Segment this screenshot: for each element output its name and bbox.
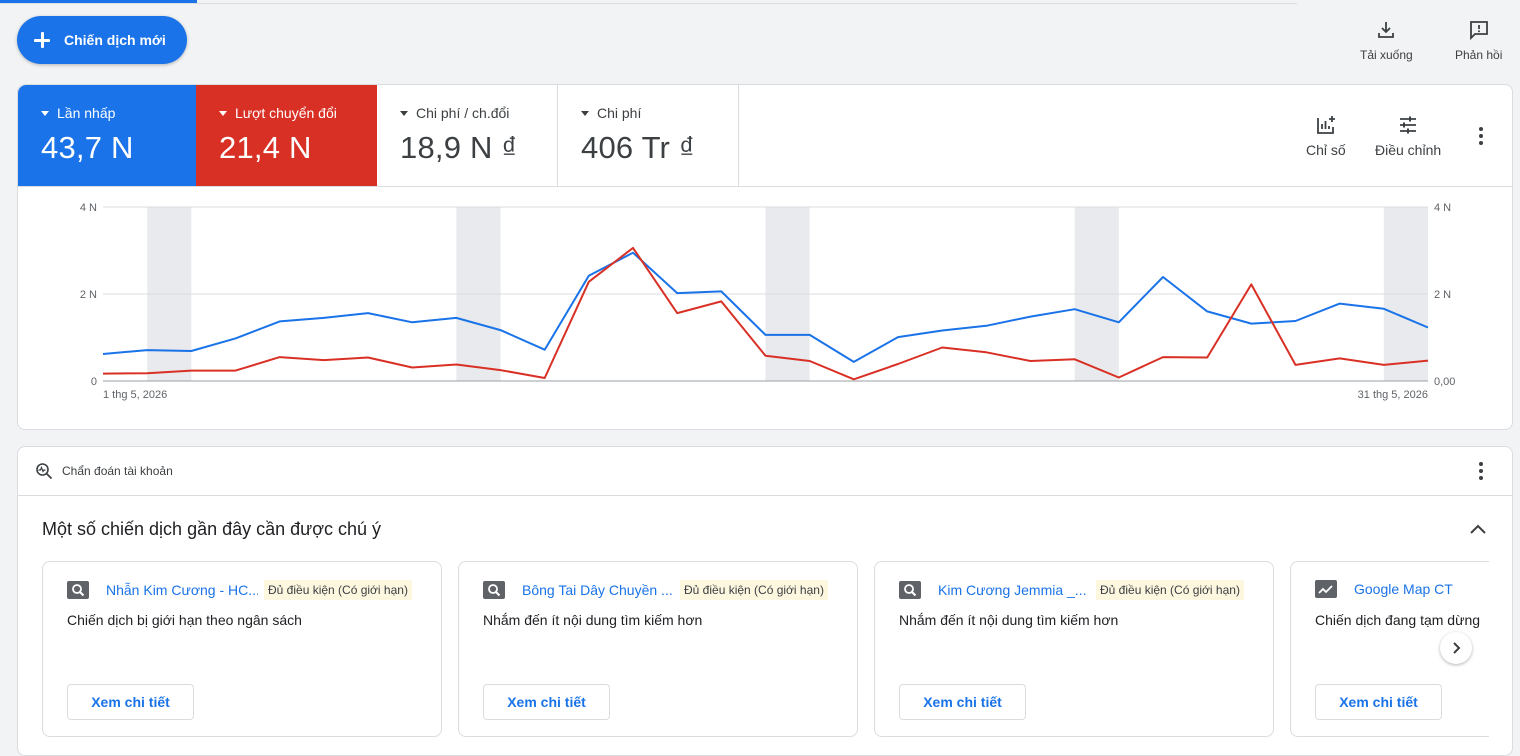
dropdown-arrow-icon bbox=[581, 110, 589, 116]
campaign-issue: Chiến dịch đang tạm dừng bbox=[1315, 612, 1481, 628]
feedback-button[interactable]: Phản hồi bbox=[1455, 20, 1502, 62]
campaign-card: Bông Tai Dây Chuyền ... Đủ điều kiện (Có… bbox=[458, 561, 858, 737]
metric-label: Lượt chuyển đổi bbox=[235, 105, 337, 121]
chevron-up-icon[interactable] bbox=[1466, 519, 1490, 539]
metric-value: 43,7 N bbox=[41, 130, 134, 165]
new-campaign-label: Chiến dịch mới bbox=[64, 32, 166, 48]
campaign-card: Nhẫn Kim Cương - HC... Đủ điều kiện (Có … bbox=[42, 561, 442, 737]
metric-value: 21,4 N bbox=[219, 130, 312, 165]
conversions-series-line bbox=[102, 246, 1429, 381]
metric-value: 18,9 N ₫ bbox=[400, 130, 518, 165]
feedback-icon bbox=[1469, 21, 1488, 40]
metric-tile-conversions[interactable]: Lượt chuyển đổi 21,4 N bbox=[196, 85, 377, 187]
campaign-issue: Chiến dịch bị giới hạn theo ngân sách bbox=[67, 612, 302, 628]
divider bbox=[18, 186, 1512, 187]
download-label: Tải xuống bbox=[1360, 48, 1413, 62]
dropdown-arrow-icon bbox=[219, 110, 227, 116]
status-badge: Đủ điều kiện (Có giới hạn) bbox=[1096, 580, 1244, 600]
performance-chart: 0 0,00 2 N 2 N 4 N 4 N 1 thg 5, 2026 31 thg 5… bbox=[80, 202, 1456, 401]
tab-strip bbox=[0, 0, 1297, 4]
metric-label: Lần nhấp bbox=[57, 105, 116, 121]
view-details-button[interactable]: Xem chi tiết bbox=[67, 684, 194, 720]
section-title: Một số chiến dịch gần đây cần được chú ý bbox=[42, 519, 382, 539]
metric-tile-cost[interactable]: Chi phí 406 Tr ₫ bbox=[558, 85, 739, 187]
performance-max-icon bbox=[1315, 580, 1337, 598]
more-options-icon[interactable] bbox=[1469, 459, 1493, 483]
download-button[interactable]: Tải xuống bbox=[1360, 20, 1413, 62]
right-axis-tick-label: 0,00 bbox=[1434, 376, 1455, 388]
left-axis-tick-label: 0 bbox=[91, 376, 97, 388]
adjust-button-label: Điều chỉnh bbox=[1375, 142, 1442, 158]
right-axis-tick-label: 4 N bbox=[1434, 202, 1451, 214]
metric-value: 406 Tr ₫ bbox=[581, 130, 696, 165]
status-badge: Đủ điều kiện (Có giới hạn) bbox=[264, 580, 412, 600]
campaign-name-link[interactable]: Google Map CT bbox=[1354, 581, 1453, 597]
feedback-label: Phản hồi bbox=[1455, 48, 1503, 62]
campaign-issue: Nhắm đến ít nội dung tìm kiếm hơn bbox=[483, 612, 703, 628]
dropdown-arrow-icon bbox=[400, 110, 408, 116]
download-icon bbox=[1378, 22, 1395, 38]
add-chart-icon bbox=[1316, 116, 1335, 134]
metric-tile-clicks[interactable]: Lần nhấp 43,7 N bbox=[18, 85, 196, 187]
campaign-issue: Nhắm đến ít nội dung tìm kiếm hơn bbox=[899, 612, 1119, 628]
campaign-name-link[interactable]: Bông Tai Dây Chuyền ... bbox=[522, 582, 673, 598]
campaign-name-link[interactable]: Kim Cương Jemmia _... bbox=[938, 582, 1087, 598]
new-campaign-button[interactable]: Chiến dịch mới bbox=[17, 16, 187, 64]
search-icon bbox=[483, 581, 505, 599]
search-icon bbox=[899, 581, 921, 599]
left-axis-tick-label: 2 N bbox=[80, 289, 97, 301]
metric-label: Chi phí / ch.đổi bbox=[416, 105, 510, 121]
chart-series bbox=[102, 246, 1429, 381]
clicks-series-line bbox=[102, 251, 1429, 363]
view-details-button[interactable]: Xem chi tiết bbox=[899, 684, 1026, 720]
plus-icon bbox=[32, 30, 52, 50]
tune-icon bbox=[1400, 116, 1417, 134]
chevron-right-icon bbox=[1453, 642, 1461, 654]
campaign-carousel: Nhẫn Kim Cương - HC... Đủ điều kiện (Có … bbox=[42, 447, 1489, 755]
axis-ticks: 0 0,00 2 N 2 N 4 N 4 N bbox=[80, 202, 1456, 388]
diagnostics-header: Chẩn đoán tài khoản bbox=[18, 447, 1512, 496]
performance-card: Lần nhấp 43,7 N Lượt chuyển đổi 21,4 N C… bbox=[17, 84, 1513, 430]
chart-grid bbox=[103, 206, 1428, 382]
view-details-button[interactable]: Xem chi tiết bbox=[483, 684, 610, 720]
left-axis-tick-label: 4 N bbox=[80, 202, 97, 214]
carousel-next-button[interactable] bbox=[1440, 632, 1472, 664]
search-icon bbox=[67, 581, 89, 599]
campaign-card: Kim Cương Jemmia _... Đủ điều kiện (Có g… bbox=[874, 561, 1274, 737]
view-details-button[interactable]: Xem chi tiết bbox=[1315, 684, 1442, 720]
more-options-icon[interactable] bbox=[1469, 124, 1493, 148]
active-tab-indicator bbox=[0, 0, 197, 3]
x-axis-end-label: 31 thg 5, 2026 bbox=[1358, 389, 1428, 401]
metric-label: Chi phí bbox=[597, 105, 642, 121]
account-diagnostics-card: Chẩn đoán tài khoản Một số chiến dịch gầ… bbox=[17, 446, 1513, 756]
x-axis-start-label: 1 thg 5, 2026 bbox=[103, 389, 167, 401]
campaign-name-link[interactable]: Nhẫn Kim Cương - HC... bbox=[106, 582, 258, 598]
status-badge: Đủ điều kiện (Có giới hạn) bbox=[680, 580, 828, 600]
right-axis-tick-label: 2 N bbox=[1434, 289, 1451, 301]
metric-tile-cost-per-conversion[interactable]: Chi phí / ch.đổi 18,9 N ₫ bbox=[377, 85, 558, 187]
adjust-button[interactable]: Điều chỉnh bbox=[1375, 114, 1441, 158]
dropdown-arrow-icon bbox=[41, 110, 49, 116]
diagnostics-icon bbox=[36, 463, 53, 480]
metrics-button-label: Chỉ số bbox=[1306, 142, 1346, 158]
diagnostics-title: Chẩn đoán tài khoản bbox=[62, 464, 173, 478]
metrics-button[interactable]: Chỉ số bbox=[1306, 114, 1346, 158]
